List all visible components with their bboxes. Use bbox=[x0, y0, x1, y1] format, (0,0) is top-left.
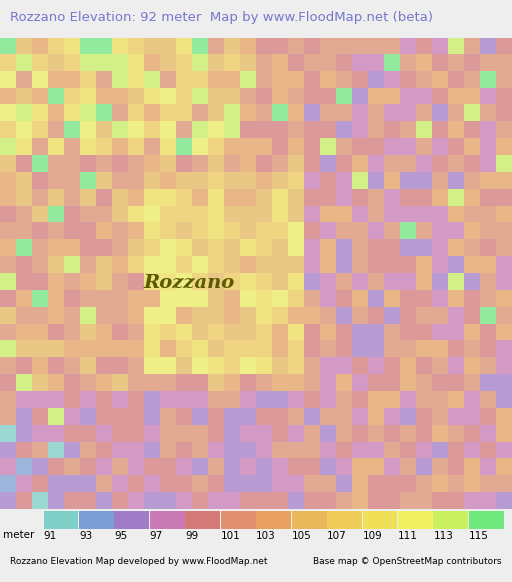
Bar bbox=[150, 511, 185, 529]
Text: 91: 91 bbox=[44, 531, 57, 541]
Bar bbox=[256, 511, 291, 529]
Bar bbox=[114, 511, 150, 529]
Text: 107: 107 bbox=[327, 531, 347, 541]
Text: 99: 99 bbox=[185, 531, 199, 541]
Text: 95: 95 bbox=[114, 531, 127, 541]
Text: 115: 115 bbox=[469, 531, 489, 541]
Bar bbox=[292, 511, 327, 529]
Bar bbox=[362, 511, 397, 529]
Text: meter: meter bbox=[3, 530, 34, 540]
Text: 109: 109 bbox=[362, 531, 382, 541]
Text: 93: 93 bbox=[79, 531, 92, 541]
Bar bbox=[185, 511, 220, 529]
Text: 103: 103 bbox=[256, 531, 276, 541]
Bar bbox=[221, 511, 255, 529]
Bar bbox=[79, 511, 114, 529]
Text: 113: 113 bbox=[434, 531, 453, 541]
Text: Base map © OpenStreetMap contributors: Base map © OpenStreetMap contributors bbox=[313, 558, 502, 566]
Text: Rozzano Elevation Map developed by www.FloodMap.net: Rozzano Elevation Map developed by www.F… bbox=[10, 558, 268, 566]
Text: 111: 111 bbox=[398, 531, 418, 541]
Text: 101: 101 bbox=[221, 531, 241, 541]
Text: Rozzano Elevation: 92 meter  Map by www.FloodMap.net (beta): Rozzano Elevation: 92 meter Map by www.F… bbox=[10, 10, 433, 23]
Text: 105: 105 bbox=[292, 531, 311, 541]
Bar bbox=[398, 511, 433, 529]
Bar bbox=[44, 511, 78, 529]
Bar bbox=[327, 511, 362, 529]
Text: 97: 97 bbox=[150, 531, 163, 541]
Text: Rozzano: Rozzano bbox=[143, 274, 234, 292]
Bar bbox=[434, 511, 468, 529]
Bar bbox=[469, 511, 504, 529]
